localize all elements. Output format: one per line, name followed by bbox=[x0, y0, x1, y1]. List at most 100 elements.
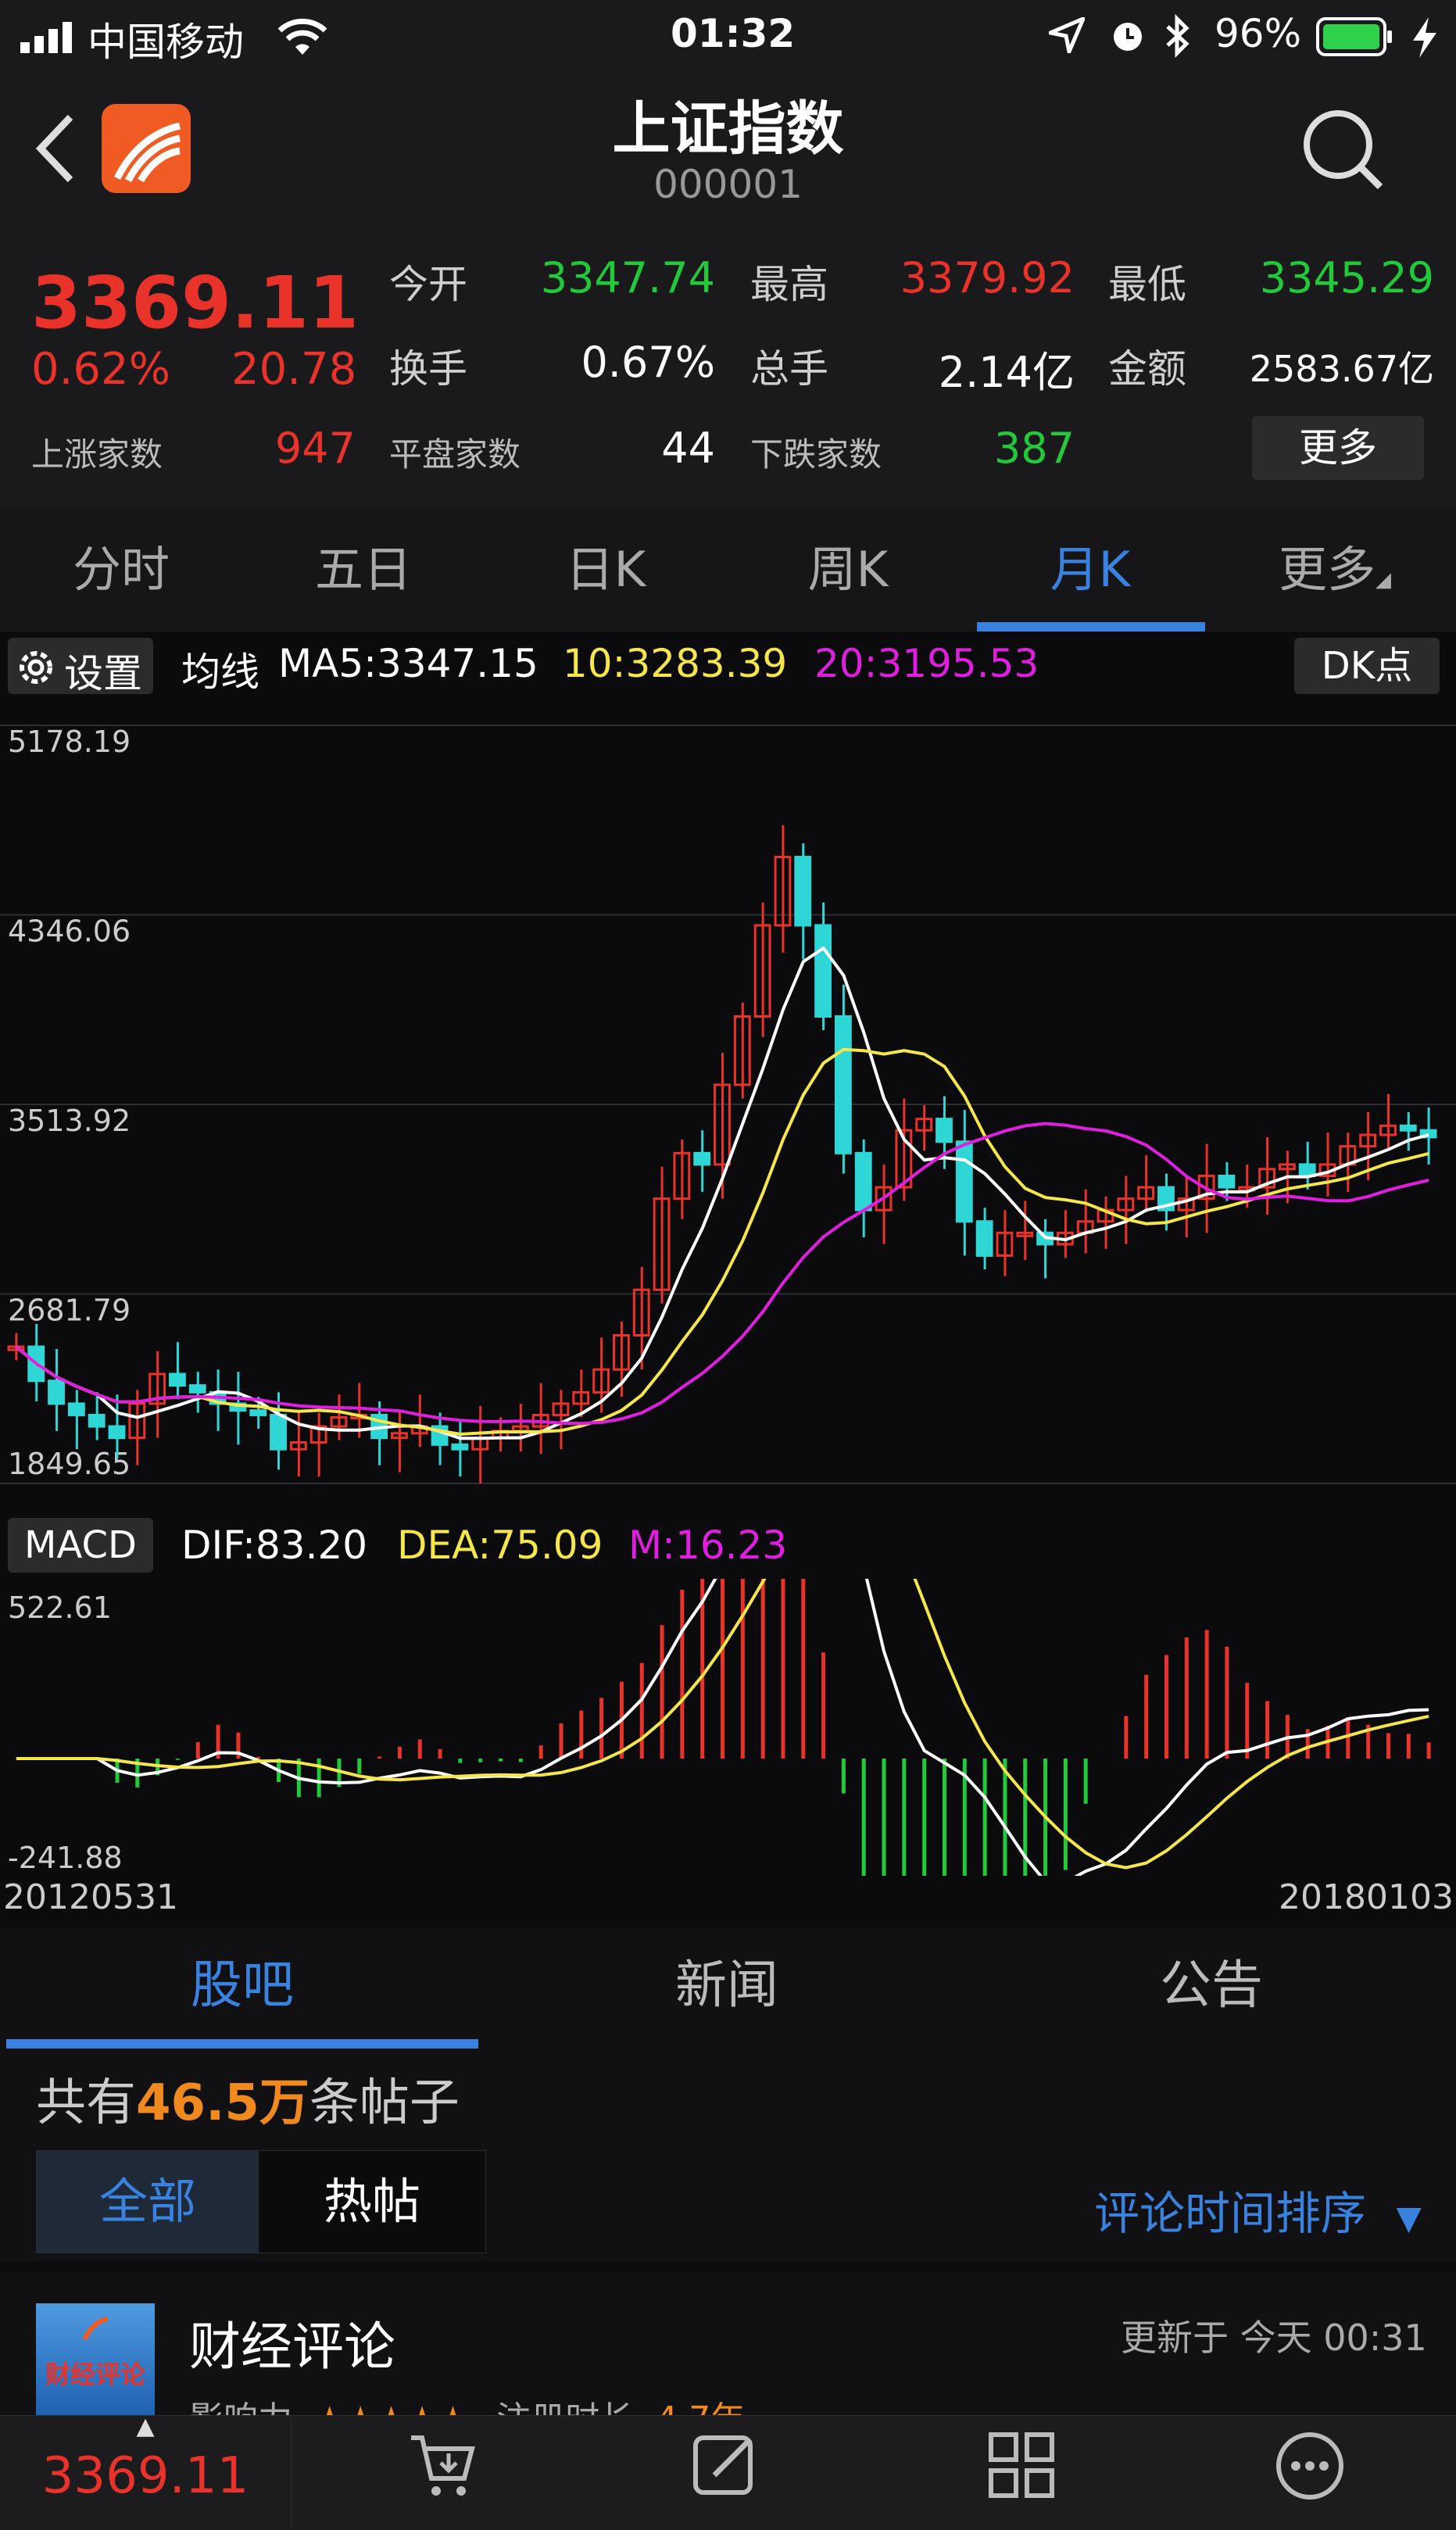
ma5-value: MA5:3347.15 bbox=[278, 641, 538, 686]
macd-bottom-label: -241.88 bbox=[8, 1841, 123, 1875]
settings-label: 设置 bbox=[64, 651, 142, 696]
change-percent: 0.62% bbox=[31, 344, 170, 395]
tab-news[interactable]: 新闻 bbox=[675, 1955, 778, 2015]
edit-icon bbox=[693, 2435, 753, 2495]
post-item[interactable]: 财经评论 财经评论 更新于 今天 00:31 影响力 ★★★★★ 注册时长 4.… bbox=[0, 2271, 1456, 2439]
candle-body bbox=[169, 1372, 186, 1387]
chart-toolbar: 设置 均线 MA5:3347.15 10:3283.39 20:3195.53 … bbox=[0, 632, 1456, 702]
dea-line bbox=[16, 1476, 1429, 1870]
kline-chart[interactable]: 5178.19 4346.06 3513.92 2681.79 1849.65 bbox=[0, 702, 1456, 1515]
nav-price: 3369.11 bbox=[41, 2447, 249, 2505]
ma10-line bbox=[15, 1047, 1429, 1437]
search-icon[interactable] bbox=[1299, 106, 1385, 195]
turnover-value: 0.67% bbox=[581, 338, 715, 387]
macd-chart[interactable]: 522.61 -241.88 bbox=[0, 1437, 1456, 2152]
candle-body bbox=[814, 924, 832, 1018]
dk-point-button[interactable]: DK点 bbox=[1294, 638, 1440, 694]
sort-selector[interactable]: 评论时间排序 ▼ bbox=[1094, 2177, 1422, 2242]
tab-weekly-k[interactable]: 周K bbox=[807, 541, 889, 598]
candle-body bbox=[88, 1413, 106, 1428]
battery-icon bbox=[1316, 17, 1394, 59]
candle-body bbox=[915, 1118, 933, 1132]
tab-daily-k[interactable]: 日K bbox=[565, 541, 646, 598]
back-icon[interactable] bbox=[31, 113, 78, 187]
candle-body bbox=[128, 1402, 146, 1440]
volume-label: 总手 bbox=[750, 346, 828, 392]
gear-icon bbox=[20, 651, 52, 684]
sort-label: 评论时间排序 bbox=[1094, 2187, 1367, 2240]
candle-body bbox=[1258, 1168, 1275, 1189]
x-start-label: 20120531 bbox=[3, 1877, 178, 1917]
battery-percent: 96% bbox=[1215, 11, 1302, 56]
tab-intraday[interactable]: 分时 bbox=[72, 541, 170, 598]
candle-body bbox=[1197, 1174, 1215, 1201]
candle-body bbox=[451, 1443, 469, 1451]
alarm-icon bbox=[1108, 16, 1147, 58]
candle-body bbox=[1016, 1231, 1034, 1237]
candle-body bbox=[330, 1415, 348, 1428]
candle-body bbox=[1359, 1133, 1377, 1148]
current-price: 3369.11 bbox=[31, 261, 360, 345]
tab-more[interactable]: 更多◢ bbox=[1214, 508, 1456, 632]
m-value: M:16.23 bbox=[628, 1523, 788, 1568]
more-button[interactable]: 更多 bbox=[1252, 416, 1424, 480]
candle-body bbox=[975, 1220, 993, 1257]
candle-body bbox=[955, 1140, 973, 1223]
macd-selector[interactable]: MACD bbox=[8, 1518, 153, 1573]
post-count-prefix: 共有 bbox=[36, 2074, 136, 2132]
candle-body bbox=[270, 1413, 287, 1451]
up-count: 947 bbox=[274, 424, 356, 473]
volume-value: 2.14亿 bbox=[938, 348, 1075, 397]
bottom-nav: ▲ 3369.11 bbox=[0, 2413, 1456, 2530]
open-label: 今开 bbox=[389, 262, 467, 307]
post-author[interactable]: 财经评论 bbox=[189, 2317, 395, 2377]
y-tick-label: 3513.92 bbox=[8, 1104, 131, 1138]
candle-body bbox=[996, 1231, 1014, 1257]
open-value: 3347.74 bbox=[540, 253, 715, 302]
candle-body bbox=[1218, 1174, 1236, 1189]
nav-add-index[interactable] bbox=[291, 2416, 581, 2530]
candle-body bbox=[854, 1151, 872, 1211]
y-tick-label: 5178.19 bbox=[8, 725, 131, 759]
up-count-label: 上涨家数 bbox=[31, 435, 163, 474]
filter-all[interactable]: 全部 bbox=[36, 2150, 259, 2253]
candle-body bbox=[834, 1015, 852, 1154]
tab-announcements[interactable]: 公告 bbox=[1160, 1955, 1263, 2015]
candle-body bbox=[875, 1186, 893, 1211]
macd-svg: 522.61 -241.88 bbox=[8, 1437, 1431, 2152]
y-tick-label: 1849.65 bbox=[8, 1447, 131, 1481]
tab-monthly-k[interactable]: 月K bbox=[1050, 541, 1131, 598]
header: 上证指数 000001 bbox=[0, 74, 1456, 242]
post-count-suffix: 条帖子 bbox=[309, 2074, 460, 2132]
location-icon bbox=[1043, 15, 1087, 59]
nav-post[interactable] bbox=[581, 2416, 872, 2530]
settings-button[interactable]: 设置 bbox=[8, 638, 153, 696]
status-bar: 中国移动 01:32 96% bbox=[0, 0, 1456, 74]
candle-body bbox=[309, 1425, 327, 1444]
nav-up-caret-icon: ▲ bbox=[136, 2413, 155, 2440]
period-tabs: 分时 五日 日K 周K 月K 更多◢ bbox=[0, 508, 1456, 632]
clock: 01:32 bbox=[671, 11, 796, 56]
post-count: 共有46.5万条帖子 bbox=[36, 2063, 460, 2135]
tab-guba[interactable]: 股吧 bbox=[191, 1955, 294, 2015]
candle-body bbox=[1137, 1186, 1155, 1201]
filter-hot[interactable]: 热帖 bbox=[258, 2150, 486, 2253]
tab-active-indicator bbox=[977, 622, 1205, 632]
tab-five-day[interactable]: 五日 bbox=[314, 541, 412, 598]
nav-options[interactable] bbox=[1163, 2416, 1454, 2530]
nav-more-grid[interactable] bbox=[872, 2416, 1163, 2530]
cart-icon bbox=[411, 2435, 475, 2496]
candle-body bbox=[632, 1288, 650, 1337]
carrier-text: 中国移动 bbox=[88, 20, 244, 65]
nav-index-price[interactable]: ▲ 3369.11 bbox=[0, 2413, 292, 2530]
candle-body bbox=[67, 1402, 85, 1416]
bluetooth-icon bbox=[1164, 13, 1191, 61]
candle-body bbox=[753, 924, 771, 1018]
candle-body bbox=[1399, 1124, 1417, 1132]
grid-icon bbox=[989, 2432, 1054, 2498]
dropdown-corner-icon: ◢ bbox=[1376, 568, 1391, 592]
candle-body bbox=[391, 1432, 408, 1440]
candle-body bbox=[108, 1425, 126, 1440]
candle-body bbox=[48, 1380, 65, 1405]
macd-top-label: 522.61 bbox=[8, 1591, 112, 1625]
